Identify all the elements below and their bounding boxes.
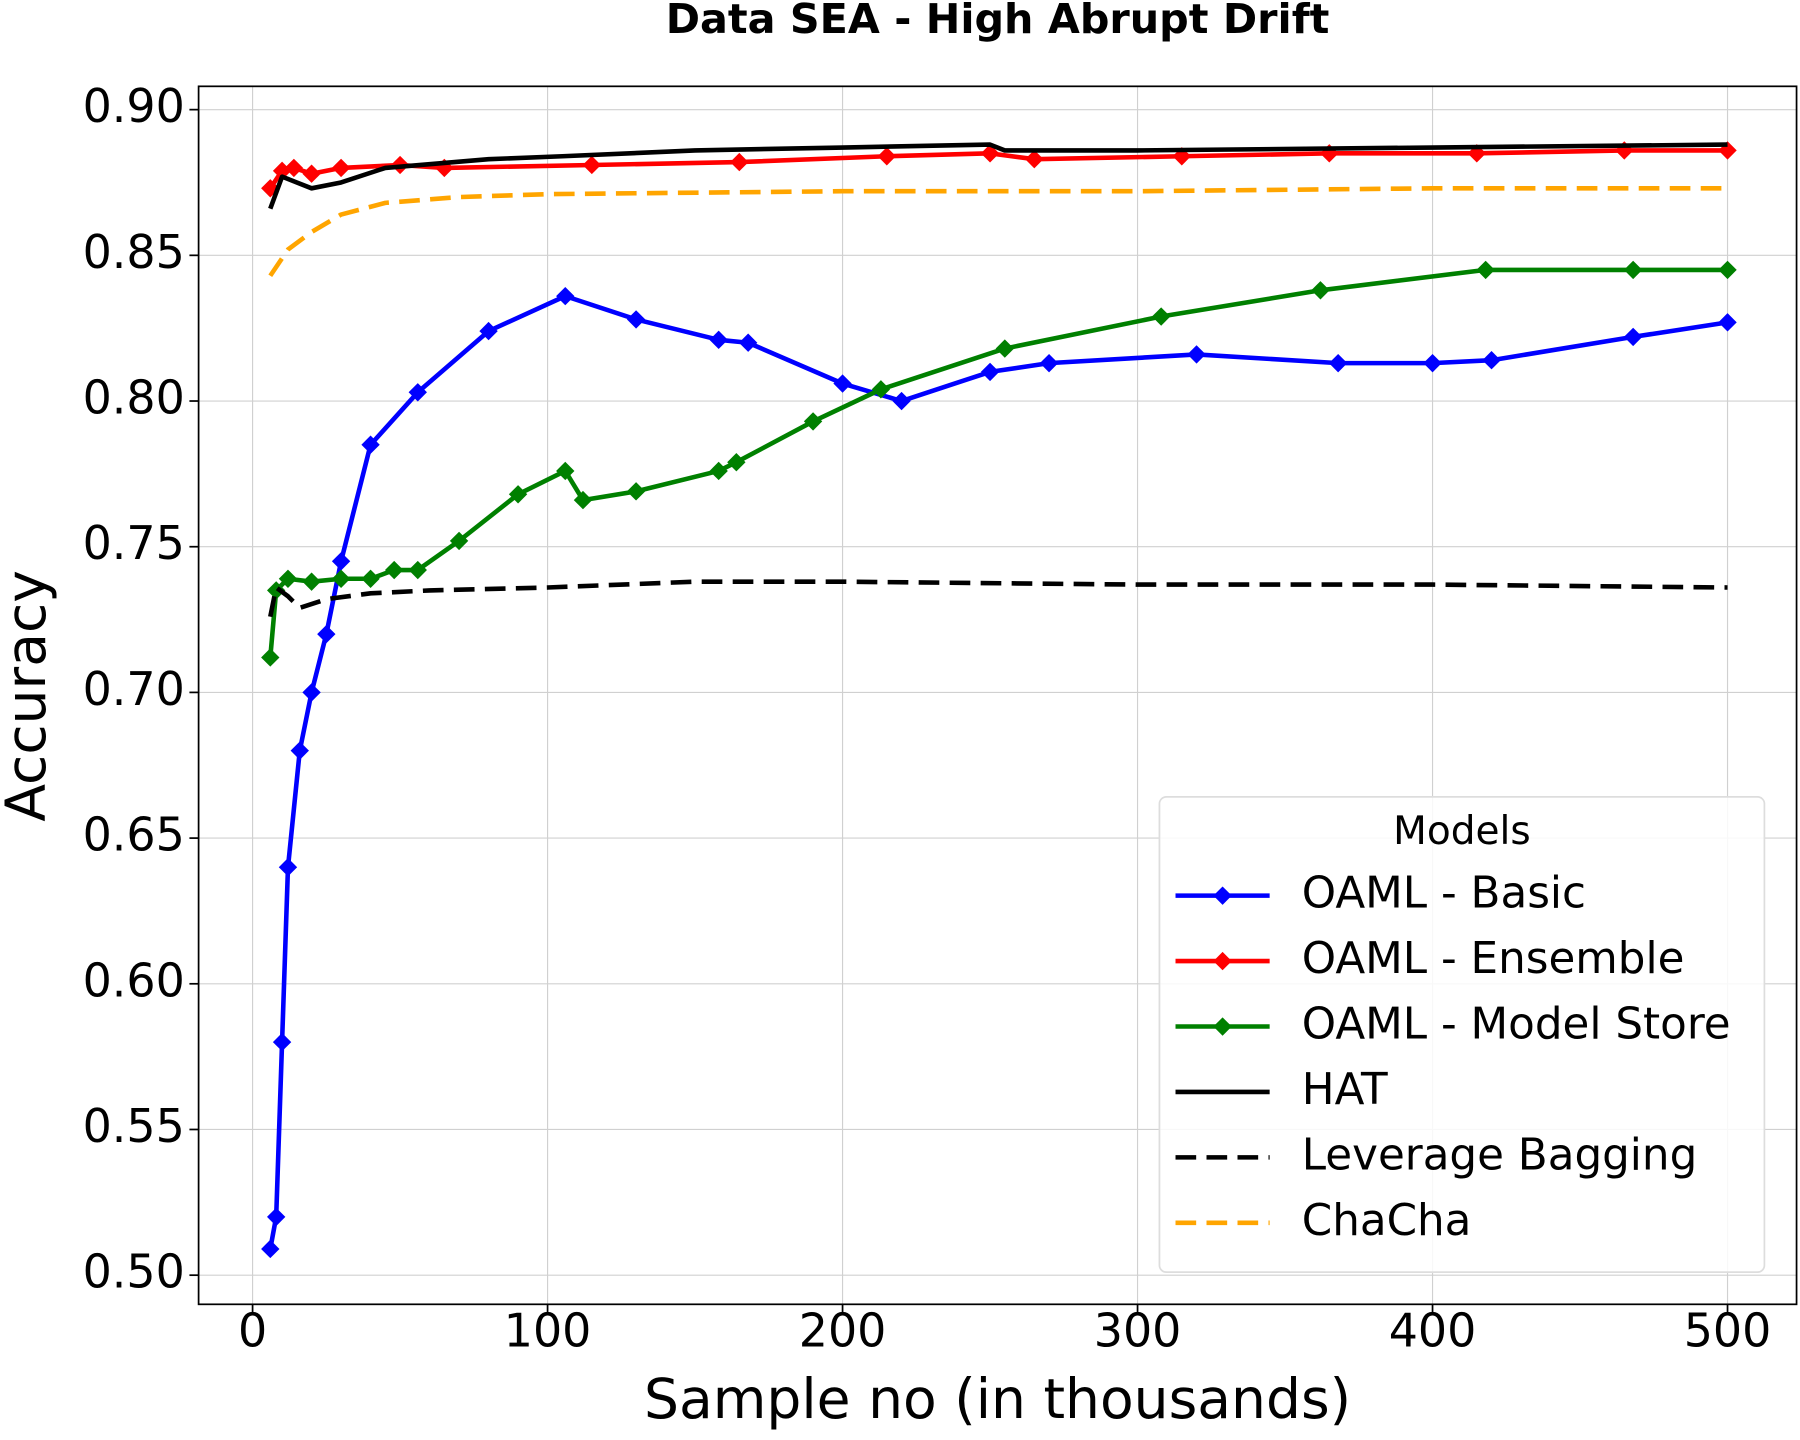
point-marker [556, 286, 575, 306]
point-marker [331, 552, 351, 571]
series-line [268, 186, 1728, 278]
y-tick-label: 0.70 [83, 662, 185, 716]
y-tick-label: 0.55 [83, 1099, 185, 1153]
point-marker [1328, 353, 1348, 373]
point-marker [272, 1032, 292, 1052]
point-marker [803, 412, 823, 431]
point-marker [556, 461, 575, 481]
x-tick-label: 200 [799, 1304, 887, 1358]
point-marker [449, 531, 469, 551]
legend-label: OAML - Basic [1302, 869, 1586, 919]
x-tick-label: 0 [238, 1304, 267, 1358]
series-line [268, 142, 1728, 210]
point-marker [266, 581, 286, 600]
legend-label: OAML - Ensemble [1302, 934, 1685, 984]
point-marker [1025, 149, 1044, 169]
series-line [268, 148, 1728, 190]
plot-frame [197, 85, 1798, 1306]
point-marker [995, 339, 1014, 358]
legend-box [1158, 796, 1766, 1274]
point-marker [980, 362, 1000, 382]
point-marker [709, 461, 728, 481]
point-marker [1476, 260, 1495, 280]
point-marker [261, 1239, 280, 1259]
point-marker [290, 741, 309, 760]
x-tick-label: 500 [1684, 1304, 1772, 1358]
legend-label: HAT [1302, 1065, 1388, 1115]
point-marker [1187, 345, 1206, 364]
point-marker [833, 374, 852, 393]
point-marker [709, 330, 728, 350]
point-marker [1623, 260, 1643, 280]
point-marker [573, 490, 593, 510]
point-marker [1311, 281, 1330, 300]
point-marker [278, 858, 298, 877]
point-marker [626, 482, 646, 501]
point-marker [479, 321, 498, 341]
y-tick-label: 0.80 [83, 371, 185, 425]
point-marker [871, 380, 891, 399]
y-tick-label: 0.50 [83, 1245, 185, 1299]
y-tick-label: 0.60 [83, 953, 185, 1007]
y-tick-label: 0.75 [83, 516, 185, 570]
legend-title: Models [1393, 809, 1530, 854]
x-axis-label: Sample no (in thousands) [644, 1367, 1351, 1431]
point-marker [317, 624, 336, 644]
point-marker [302, 164, 321, 183]
point-marker [1623, 327, 1643, 347]
legend-label: Leverage Bagging [1302, 1130, 1697, 1180]
point-marker [1423, 353, 1442, 373]
point-marker [1151, 307, 1171, 326]
legend-label: OAML - Model Store [1302, 1000, 1731, 1050]
chart-title: Data SEA - High Abrupt Drift [666, 0, 1330, 43]
point-marker [266, 1207, 286, 1227]
point-marker [508, 485, 528, 504]
series-line [268, 579, 1728, 618]
y-axis-label: Accuracy [0, 570, 58, 822]
point-marker [730, 152, 749, 172]
point-marker [727, 453, 746, 472]
point-marker [738, 333, 758, 352]
point-marker [361, 569, 380, 588]
point-marker [892, 391, 911, 411]
point-marker [1482, 351, 1501, 370]
point-marker [261, 648, 280, 667]
point-marker [408, 560, 427, 580]
point-marker [582, 155, 602, 175]
point-marker [302, 572, 321, 591]
y-tick-label: 0.90 [83, 79, 185, 133]
x-tick-label: 400 [1389, 1304, 1477, 1358]
point-marker [877, 147, 896, 166]
x-tick-label: 100 [504, 1304, 592, 1358]
point-marker [331, 158, 351, 178]
point-marker [384, 560, 404, 580]
x-tick-label: 300 [1094, 1304, 1182, 1358]
point-marker [626, 310, 646, 329]
legend: Models OAML - Basic OAML - Ensemble OAML - … [1158, 796, 1766, 1274]
point-marker [302, 683, 321, 702]
legend-label: ChaCha [1302, 1196, 1472, 1246]
y-tick-label: 0.85 [83, 225, 185, 279]
point-marker [1718, 260, 1737, 280]
point-marker [1718, 313, 1737, 332]
point-marker [1039, 353, 1059, 373]
y-tick-label: 0.65 [83, 808, 185, 862]
